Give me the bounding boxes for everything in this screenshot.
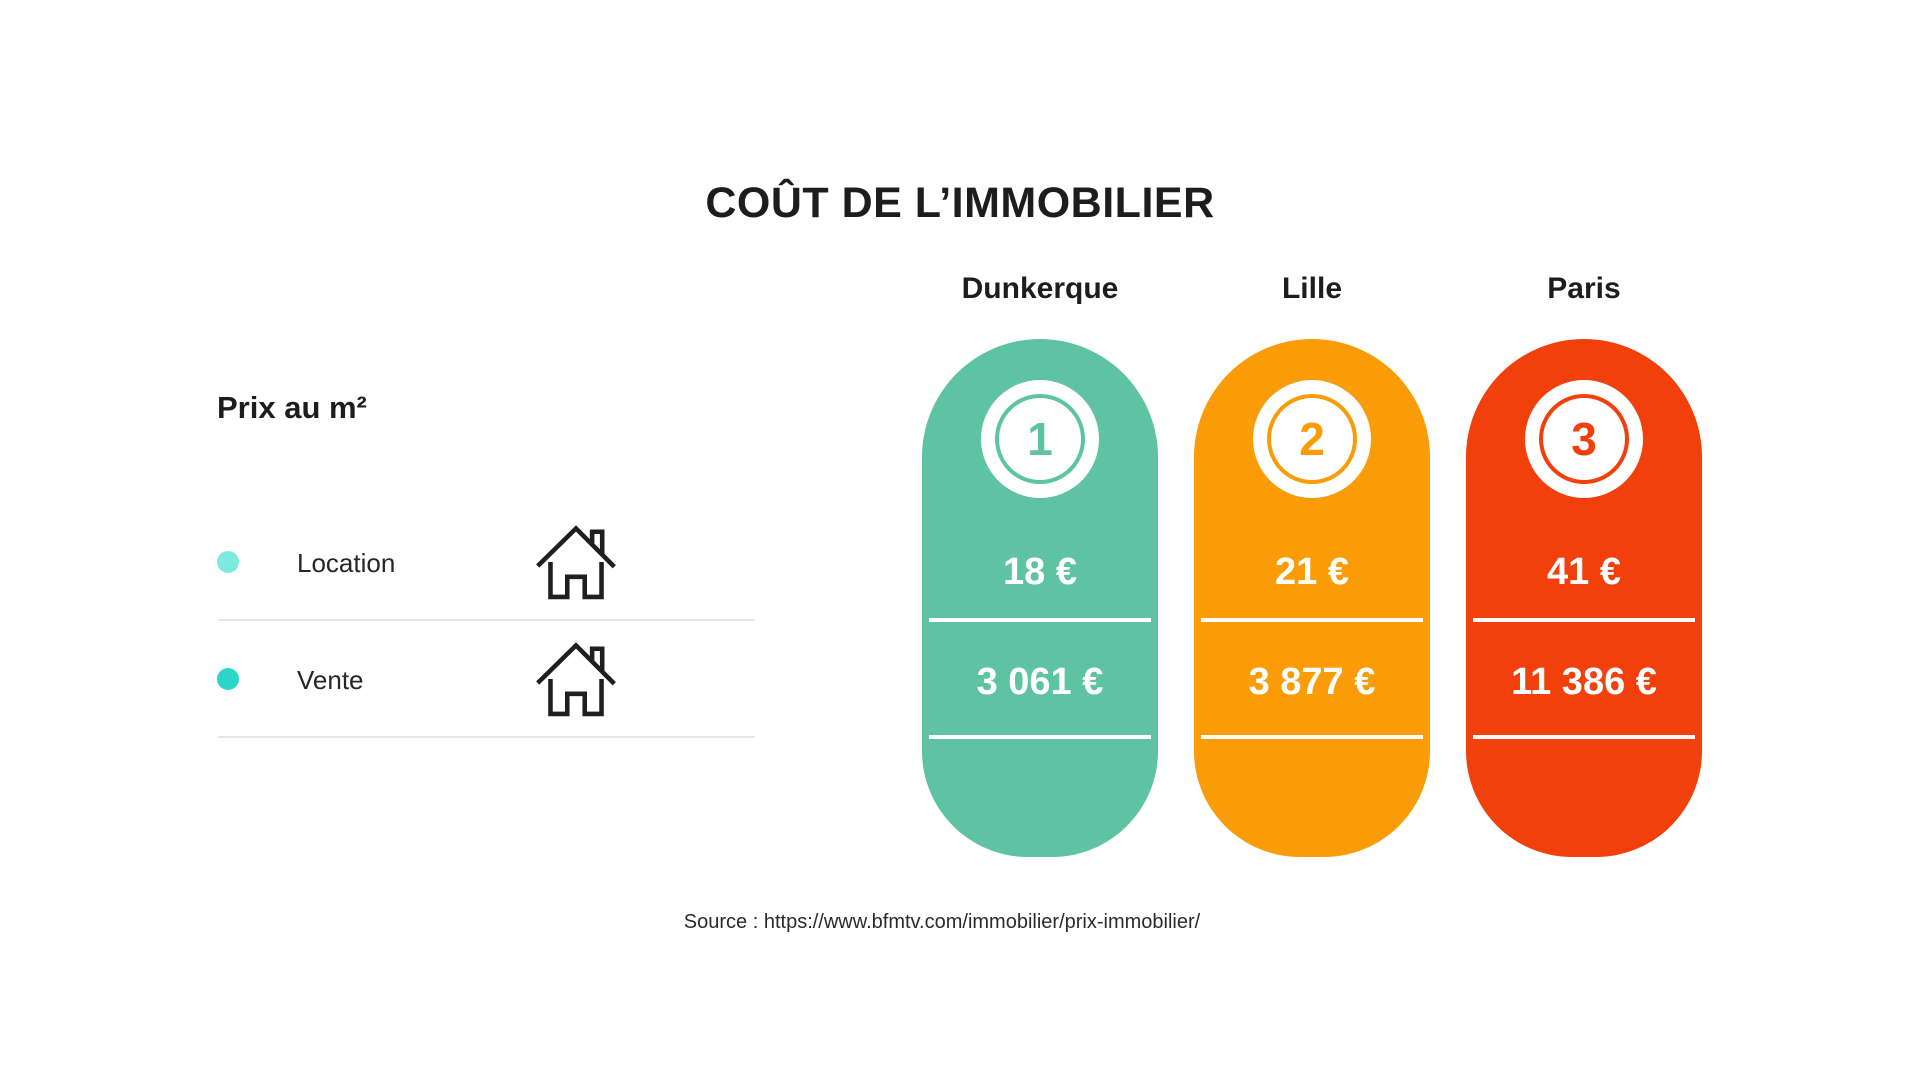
rank-number: 3 (1571, 413, 1597, 465)
vente-price: 3 877 € (1248, 661, 1376, 703)
rank-number: 1 (1027, 413, 1053, 465)
pill-separator (1473, 618, 1695, 622)
vente-price: 11 386 € (1511, 661, 1657, 703)
location-price: 18 € (1003, 551, 1077, 593)
vente-dot (217, 668, 239, 690)
city-pill: 2 21 € 3 877 € (1194, 339, 1430, 857)
rank-badge: 2 (1253, 380, 1371, 498)
rank-number: 2 (1299, 413, 1325, 465)
house-icon (536, 525, 616, 600)
location-dot (217, 551, 239, 573)
rank-badge-ring (1539, 394, 1629, 484)
location-price: 21 € (1275, 551, 1349, 593)
legend-heading: Prix au m² (217, 390, 367, 425)
vente-price: 3 061 € (976, 661, 1104, 703)
city-column-dunkerque: Dunkerque 1 18 € 3 061 € (922, 273, 1158, 857)
location-price: 41 € (1547, 551, 1621, 593)
city-pill: 1 18 € 3 061 € (922, 339, 1158, 857)
city-column-paris: Paris 3 41 € 11 386 € (1466, 273, 1702, 857)
page-title: COÛT DE L’IMMOBILIER (705, 179, 1215, 227)
city-name: Paris (1547, 272, 1621, 305)
rank-badge: 1 (981, 380, 1099, 498)
rank-badge-ring (995, 394, 1085, 484)
pill-separator (1473, 735, 1695, 739)
legend-divider (218, 736, 755, 738)
city-name: Lille (1281, 272, 1342, 305)
legend-divider (218, 619, 755, 621)
pill-separator (1201, 618, 1423, 622)
source-text: Source : https://www.bfmtv.com/immobilie… (683, 911, 1201, 933)
pill-separator (929, 618, 1151, 622)
rank-badge-ring (1267, 394, 1357, 484)
city-name: Dunkerque (961, 272, 1119, 305)
pill-separator (1201, 735, 1423, 739)
rank-badge: 3 (1525, 380, 1643, 498)
house-icon (536, 642, 616, 717)
legend-label-vente: Vente (297, 665, 364, 695)
city-pill: 3 41 € 11 386 € (1466, 339, 1702, 857)
pill-separator (929, 735, 1151, 739)
city-column-lille: Lille 2 21 € 3 877 € (1194, 273, 1430, 857)
legend-label-location: Location (297, 548, 396, 578)
